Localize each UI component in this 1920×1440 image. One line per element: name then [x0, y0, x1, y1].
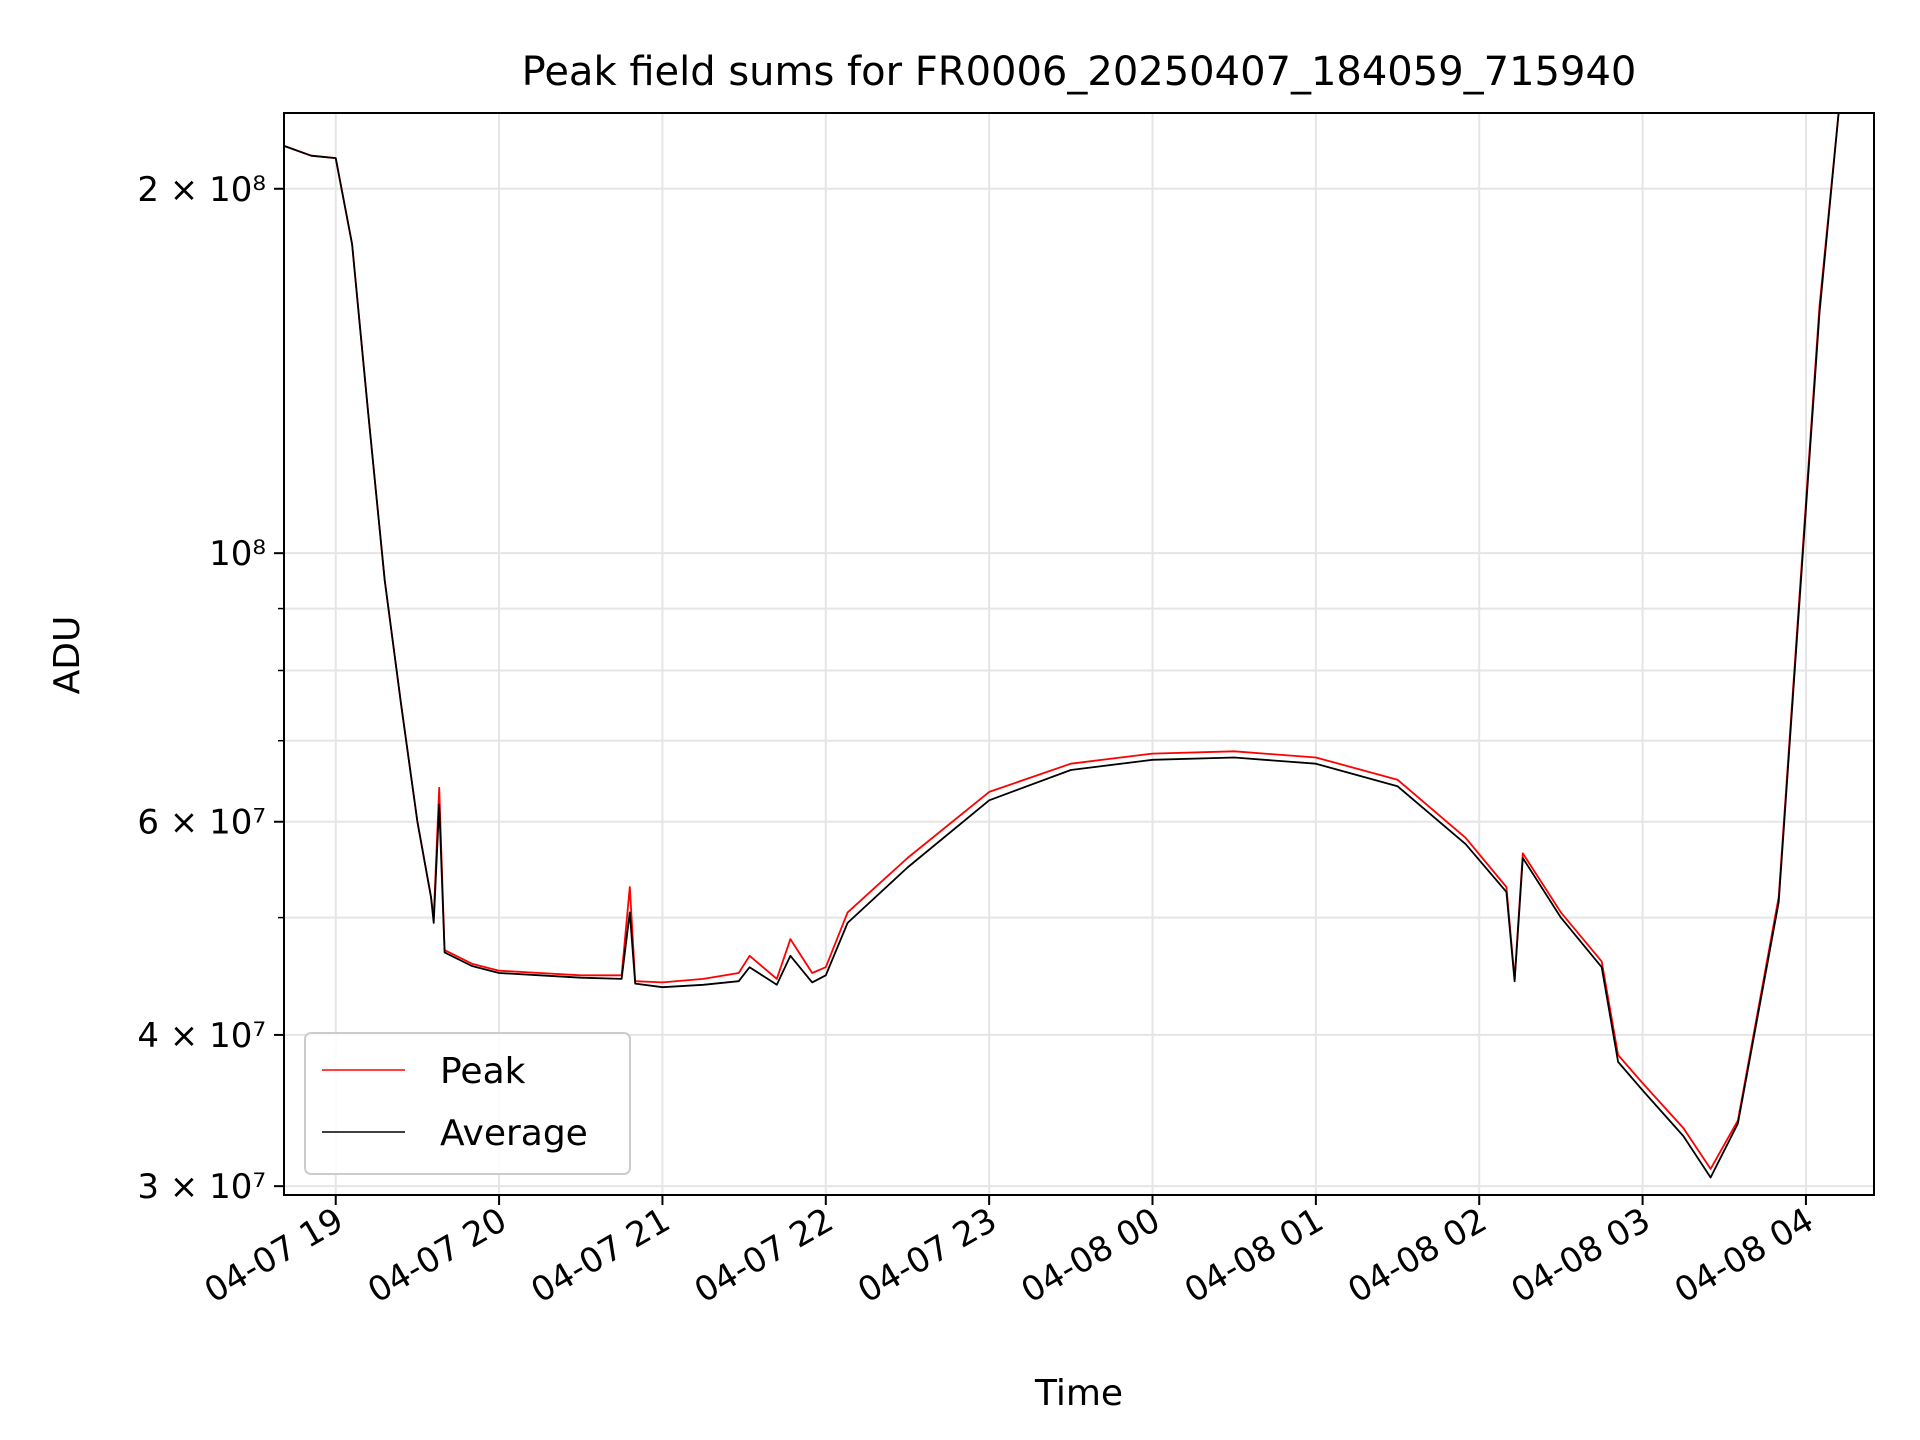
grid [284, 113, 1874, 1195]
chart-title: Peak field sums for FR0006_20250407_1840… [522, 49, 1637, 95]
y-tick-label: 3 × 10⁷ [137, 1167, 266, 1207]
x-axis-label: Time [1034, 1373, 1123, 1414]
legend-label-average: Average [440, 1113, 588, 1154]
y-axis-label: ADU [47, 616, 88, 695]
legend-box [304, 1032, 631, 1175]
plot-series [284, 113, 1840, 1179]
series-line-average [284, 113, 1840, 1179]
y-tick-label: 2 × 10⁸ [137, 170, 266, 210]
legend: Peak Average [304, 1032, 631, 1175]
y-tick-label: 4 × 10⁷ [137, 1016, 266, 1056]
plot-frame [283, 112, 1875, 1196]
y-tick-label: 6 × 10⁷ [137, 803, 266, 843]
legend-label-peak: Peak [440, 1051, 526, 1092]
y-tick-label: 10⁸ [209, 534, 266, 574]
